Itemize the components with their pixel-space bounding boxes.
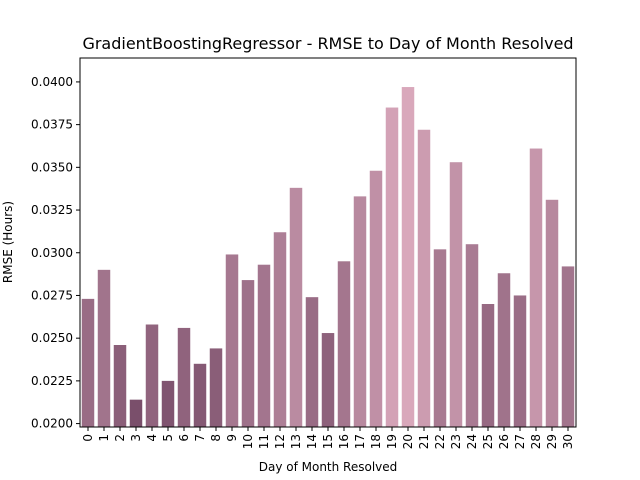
- bar-day-30: [561, 266, 575, 427]
- x-tick-label: 29: [545, 434, 559, 449]
- bar-day-11: [257, 264, 271, 427]
- x-tick-label: 9: [225, 434, 239, 442]
- x-tick-label: 27: [513, 434, 527, 449]
- bar-day-17: [353, 196, 367, 427]
- bar-day-21: [417, 129, 431, 427]
- x-tick-label: 4: [145, 434, 159, 442]
- bar-day-16: [337, 261, 351, 427]
- bar-day-23: [449, 162, 463, 428]
- y-tick-label: 0.0200: [31, 417, 73, 431]
- bar-day-12: [273, 232, 287, 427]
- bar-day-27: [513, 295, 527, 427]
- x-tick-label: 30: [561, 434, 575, 449]
- bar-day-13: [289, 187, 303, 427]
- x-tick-label: 28: [529, 434, 543, 449]
- bar-day-26: [497, 273, 511, 427]
- plot-frame: [79, 57, 577, 428]
- y-tick-label: 0.0400: [31, 75, 73, 89]
- y-axis-label: RMSE (Hours): [1, 201, 15, 283]
- x-tick-label: 23: [449, 434, 463, 449]
- bar-day-18: [369, 170, 383, 427]
- chart-title: GradientBoostingRegressor - RMSE to Day …: [82, 34, 573, 53]
- bar-day-9: [225, 254, 239, 427]
- x-tick-label: 19: [385, 434, 399, 449]
- y-tick-label: 0.0225: [31, 374, 73, 388]
- x-tick-label: 0: [81, 434, 95, 442]
- y-tick-label: 0.0250: [31, 331, 73, 345]
- bar-day-8: [209, 348, 223, 427]
- bar-day-1: [97, 269, 111, 427]
- x-tick-label: 17: [353, 434, 367, 449]
- y-tick-label: 0.0300: [31, 246, 73, 260]
- x-tick-label: 2: [113, 434, 127, 442]
- bars-group: [81, 87, 575, 428]
- x-tick-label: 10: [241, 434, 255, 449]
- x-tick-label: 21: [417, 434, 431, 449]
- x-tick-label: 14: [305, 434, 319, 449]
- bar-day-22: [433, 249, 447, 427]
- x-tick-label: 18: [369, 434, 383, 449]
- bar-day-24: [465, 244, 479, 427]
- y-tick-label: 0.0275: [31, 288, 73, 302]
- x-tick-label: 13: [289, 434, 303, 449]
- bar-day-10: [241, 280, 255, 427]
- y-tick-label: 0.0375: [31, 118, 73, 132]
- bar-day-0: [81, 298, 95, 427]
- bar-day-4: [145, 324, 159, 427]
- x-tick-label: 22: [433, 434, 447, 449]
- x-tick-label: 25: [481, 434, 495, 449]
- x-tick-label: 5: [161, 434, 175, 442]
- x-tick-label: 15: [321, 434, 335, 449]
- bar-day-19: [385, 107, 399, 428]
- x-tick-label: 20: [401, 434, 415, 449]
- y-tick-label: 0.0325: [31, 203, 73, 217]
- bar-day-2: [113, 345, 127, 427]
- x-tick-label: 7: [193, 434, 207, 442]
- x-tick-label: 11: [257, 434, 271, 449]
- x-axis-label: Day of Month Resolved: [259, 460, 398, 474]
- bar-day-6: [177, 327, 191, 427]
- x-tick-label: 24: [465, 434, 479, 449]
- bar-day-7: [193, 363, 207, 427]
- bar-day-25: [481, 304, 495, 427]
- bar-day-28: [529, 148, 543, 427]
- y-tick-label: 0.0350: [31, 160, 73, 174]
- x-tick-label: 6: [177, 434, 191, 442]
- bar-day-29: [545, 199, 559, 427]
- x-tick-label: 8: [209, 434, 223, 442]
- y-axis: 0.0200 0.0225 0.0250 0.0275 0.0300 0.0325 0.03…: [31, 75, 80, 431]
- bar-day-15: [321, 333, 335, 427]
- bar-day-5: [161, 380, 175, 427]
- x-tick-label: 12: [273, 434, 287, 449]
- bar-day-20: [401, 87, 415, 428]
- bar-day-3: [129, 399, 143, 427]
- x-tick-label: 3: [129, 434, 143, 442]
- bar-day-14: [305, 297, 319, 427]
- x-tick-label: 26: [497, 434, 511, 449]
- x-axis: 0 1 2 3 4 5 6 7 8 9 10 11 12 13 14 15 16 17 18 19 20 21 22 23 24…: [81, 427, 575, 449]
- x-tick-label: 1: [97, 434, 111, 442]
- x-tick-label: 16: [337, 434, 351, 449]
